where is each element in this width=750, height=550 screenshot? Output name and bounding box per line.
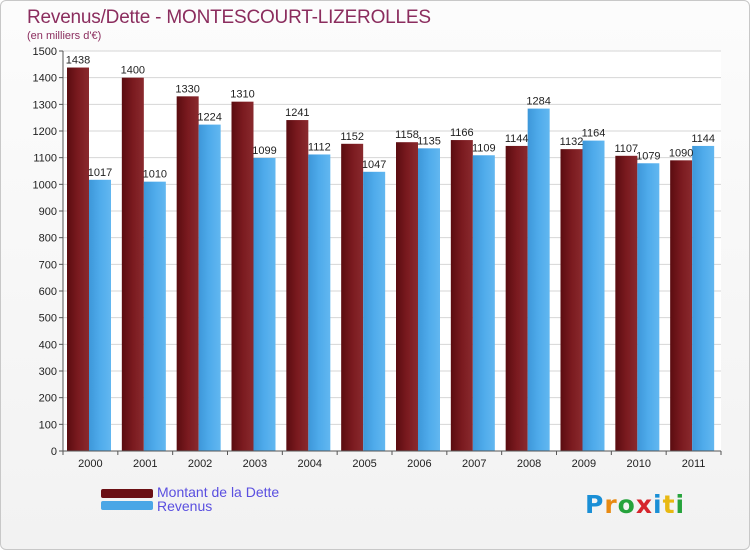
y-tick-label: 1000: [33, 179, 57, 191]
plot-area: [63, 51, 721, 451]
y-tick-label: 100: [39, 419, 57, 431]
y-tick-label: 0: [51, 446, 57, 458]
bar-revenus: [692, 145, 715, 451]
data-label-dette: 1438: [66, 55, 90, 67]
bar-dette: [670, 160, 693, 452]
bar-revenus: [527, 108, 550, 451]
chart-title: Revenus/Dette - MONTESCOURT-LIZEROLLES: [27, 7, 431, 28]
data-label-revenus: 1164: [582, 128, 606, 140]
bar-revenus: [253, 157, 276, 451]
legend-label-revenus: Revenus: [157, 498, 213, 514]
x-tick-label: 2003: [243, 458, 267, 470]
data-label-dette: 1132: [560, 136, 584, 148]
y-tick-label: 300: [39, 366, 57, 378]
chart-subtitle: (en milliers d'€): [27, 30, 102, 42]
bar-revenus: [418, 148, 440, 452]
x-tick-label: 2006: [407, 458, 431, 470]
x-tick-label: 2005: [352, 458, 376, 470]
bar-dette: [231, 101, 254, 452]
legend-swatch-dette: [101, 489, 153, 498]
y-tick-label: 800: [39, 233, 57, 245]
data-label-revenus: 1144: [691, 133, 715, 145]
bar-dette: [67, 67, 89, 452]
x-tick-label: 2004: [298, 458, 322, 470]
bar-revenus: [143, 181, 166, 451]
x-tick-label: 2008: [517, 458, 541, 470]
bar-dette: [121, 77, 144, 452]
legend-swatch-revenus: [101, 501, 153, 510]
data-label-dette: 1310: [230, 89, 254, 101]
y-tick-label: 900: [39, 206, 57, 218]
data-label-revenus: 1079: [636, 150, 660, 162]
data-label-revenus: 1112: [308, 141, 331, 153]
bar-dette: [560, 149, 583, 451]
bar-revenus: [582, 140, 605, 451]
y-tick-label: 1400: [33, 73, 57, 85]
legend-label-dette: Montant de la Dette: [157, 484, 280, 500]
x-tick-label: 2011: [682, 458, 706, 470]
data-label-dette: 1241: [285, 107, 309, 119]
bar-dette: [450, 140, 473, 452]
data-label-dette: 1107: [615, 143, 639, 155]
data-label-revenus: 1010: [143, 169, 167, 181]
bar-dette: [341, 143, 364, 452]
data-label-revenus: 1135: [417, 135, 441, 147]
x-tick-label: 2010: [627, 458, 651, 470]
data-label-revenus: 1099: [252, 145, 276, 157]
x-tick-label: 2001: [133, 458, 157, 470]
x-tick-label: 2002: [188, 458, 212, 470]
data-label-dette: 1090: [669, 147, 693, 159]
bar-revenus: [472, 155, 495, 451]
data-label-dette: 1152: [340, 131, 364, 143]
bar-dette: [176, 96, 199, 451]
y-tick-label: 400: [39, 339, 57, 351]
bar-revenus: [637, 163, 660, 451]
bar-revenus: [363, 171, 386, 452]
bar-revenus: [89, 179, 111, 452]
data-label-revenus: 1017: [88, 167, 112, 179]
data-label-revenus: 1224: [197, 112, 221, 124]
y-tick-label: 1500: [33, 46, 57, 58]
data-label-revenus: 1047: [362, 159, 386, 171]
x-tick-label: 2000: [78, 458, 102, 470]
bar-dette: [615, 155, 638, 452]
y-tick-label: 1300: [33, 99, 57, 111]
y-tick-label: 200: [39, 393, 57, 405]
proxiti-logo: Proxiti: [585, 490, 686, 519]
data-label-dette: 1330: [175, 83, 199, 95]
bar-dette: [505, 145, 528, 451]
x-tick-label: 2009: [572, 458, 596, 470]
data-label-dette: 1166: [450, 127, 474, 139]
y-tick-label: 600: [39, 286, 57, 298]
y-tick-label: 1100: [33, 153, 57, 165]
bar-dette: [396, 142, 418, 451]
data-label-revenus: 1109: [472, 142, 496, 154]
y-tick-label: 500: [39, 313, 57, 325]
bar-revenus: [198, 124, 221, 451]
y-tick-label: 1200: [33, 126, 57, 138]
bar-dette: [286, 120, 309, 452]
bar-revenus: [308, 154, 331, 451]
data-label-dette: 1158: [395, 129, 419, 141]
data-label-dette: 1400: [121, 65, 145, 77]
y-tick-label: 700: [39, 259, 57, 271]
data-label-dette: 1144: [505, 133, 529, 145]
data-label-revenus: 1284: [526, 96, 550, 108]
x-tick-label: 2007: [462, 458, 486, 470]
